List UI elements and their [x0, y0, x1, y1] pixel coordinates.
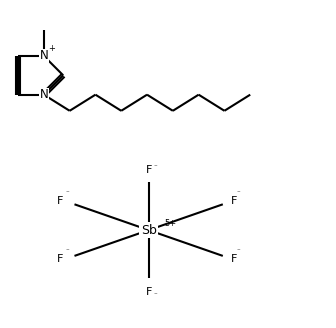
Text: ⁻: ⁻	[236, 190, 240, 196]
Text: N: N	[40, 50, 48, 62]
Text: ⁻: ⁻	[66, 248, 70, 254]
Text: Sb: Sb	[141, 224, 157, 236]
Text: +: +	[48, 44, 55, 53]
Text: ⁻: ⁻	[66, 190, 70, 196]
Text: F: F	[57, 196, 63, 206]
Text: F: F	[57, 254, 63, 264]
Text: F: F	[145, 165, 152, 175]
Text: ⁻: ⁻	[154, 164, 158, 170]
Text: N: N	[40, 88, 48, 101]
Text: 5+: 5+	[164, 219, 176, 228]
Text: F: F	[231, 196, 237, 206]
Text: ⁻: ⁻	[236, 248, 240, 254]
Text: F: F	[145, 287, 152, 297]
Text: ⁻: ⁻	[154, 292, 158, 298]
Text: F: F	[231, 254, 237, 264]
